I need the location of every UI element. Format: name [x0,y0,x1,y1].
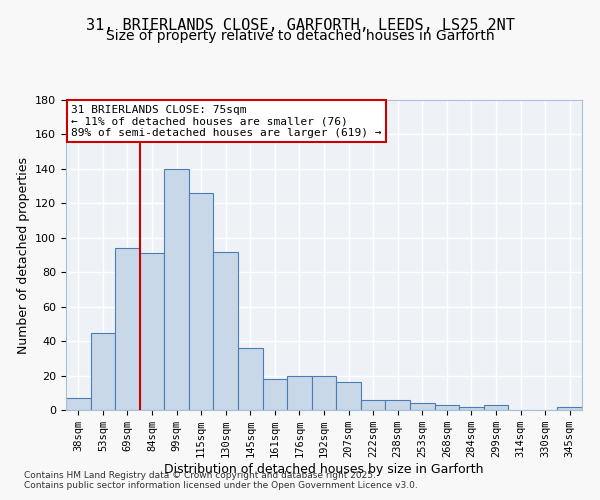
X-axis label: Distribution of detached houses by size in Garforth: Distribution of detached houses by size … [164,463,484,476]
Bar [287,376,312,410]
Text: Size of property relative to detached houses in Garforth: Size of property relative to detached ho… [106,29,494,43]
Bar [434,405,459,410]
Bar [557,406,582,410]
Text: 31 BRIERLANDS CLOSE: 75sqm
← 11% of detached houses are smaller (76)
89% of semi: 31 BRIERLANDS CLOSE: 75sqm ← 11% of deta… [71,104,382,138]
Text: Contains HM Land Registry data © Crown copyright and database right 2025.
Contai: Contains HM Land Registry data © Crown c… [24,470,418,490]
Bar [312,376,336,410]
Bar [140,254,164,410]
Bar [459,406,484,410]
Bar [115,248,140,410]
Bar [91,332,115,410]
Bar [66,398,91,410]
Bar [484,405,508,410]
Y-axis label: Number of detached properties: Number of detached properties [17,156,29,354]
Bar [263,379,287,410]
Bar [214,252,238,410]
Bar [410,403,434,410]
Bar [385,400,410,410]
Bar [189,193,214,410]
Bar [164,169,189,410]
Bar [336,382,361,410]
Text: 31, BRIERLANDS CLOSE, GARFORTH, LEEDS, LS25 2NT: 31, BRIERLANDS CLOSE, GARFORTH, LEEDS, L… [86,18,514,32]
Bar [361,400,385,410]
Bar [238,348,263,410]
